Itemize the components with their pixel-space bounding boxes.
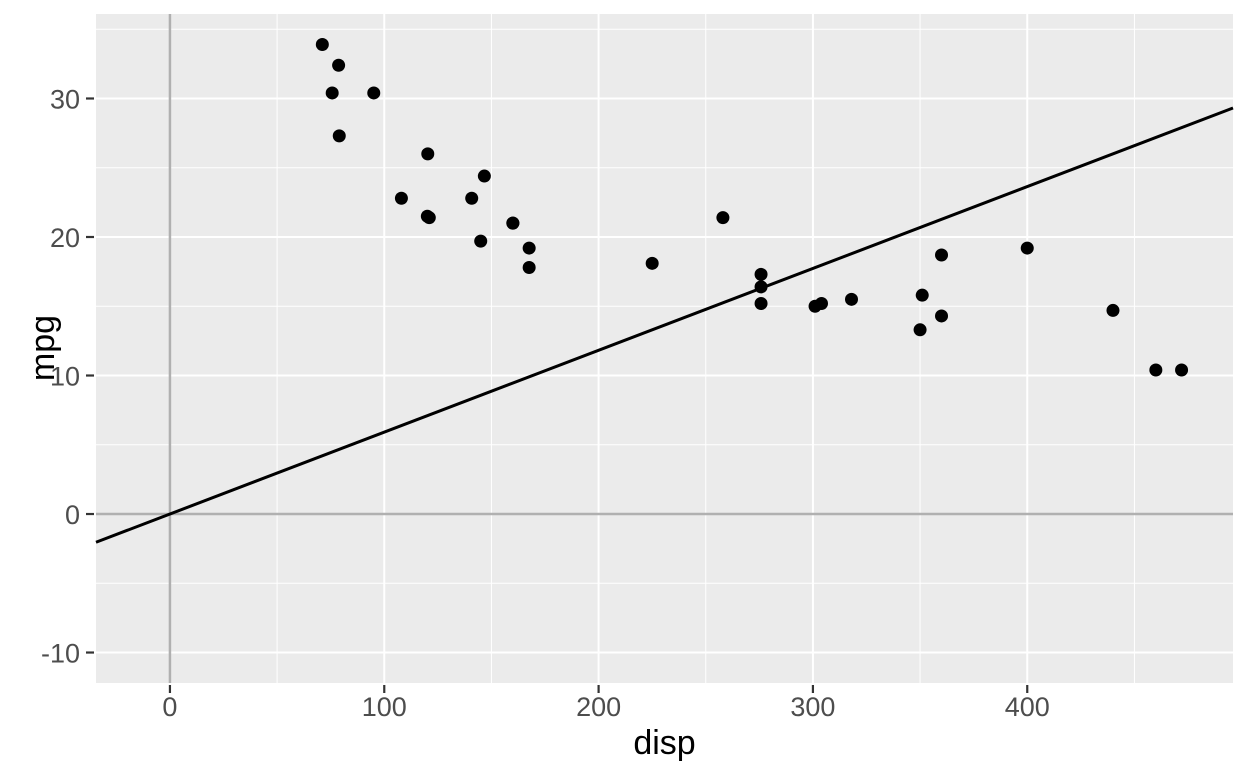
y-tick-label: 10 — [50, 362, 80, 392]
data-point — [522, 260, 536, 274]
x-tick-label: 0 — [162, 692, 177, 722]
data-point — [332, 129, 346, 143]
data-point — [394, 191, 408, 205]
data-point — [1020, 241, 1034, 255]
data-point — [915, 288, 929, 302]
data-point — [645, 256, 659, 270]
y-tick-label: 0 — [65, 500, 80, 530]
data-point — [477, 169, 491, 183]
data-point — [332, 58, 346, 72]
y-tick-label: 30 — [50, 84, 80, 114]
data-point — [1175, 363, 1189, 377]
y-tick-label: 20 — [50, 223, 80, 253]
data-point — [325, 86, 339, 100]
data-point — [754, 280, 768, 294]
data-point — [422, 211, 436, 225]
data-point — [844, 292, 858, 306]
data-point — [754, 296, 768, 310]
x-tick-label: 200 — [576, 692, 621, 722]
data-point — [506, 216, 520, 230]
x-tick-label: 300 — [790, 692, 835, 722]
data-point — [421, 147, 435, 161]
data-point — [367, 86, 381, 100]
y-tick-label: -10 — [41, 639, 80, 669]
data-point — [754, 267, 768, 281]
data-point — [935, 309, 949, 323]
data-point — [716, 211, 730, 225]
data-point — [465, 191, 479, 205]
data-point — [474, 234, 488, 248]
x-tick-label: 100 — [362, 692, 407, 722]
data-point — [808, 299, 822, 313]
abline — [95, 106, 1234, 544]
x-tick-label: 400 — [1005, 692, 1050, 722]
data-point — [935, 248, 949, 262]
data-point — [1149, 363, 1163, 377]
data-point — [913, 323, 927, 337]
data-point — [1106, 303, 1120, 317]
plot-panel — [96, 14, 1233, 683]
data-point — [522, 241, 536, 255]
x-axis-title: disp — [633, 724, 696, 762]
y-axis-title: mpg — [24, 314, 63, 382]
data-point — [315, 37, 329, 51]
